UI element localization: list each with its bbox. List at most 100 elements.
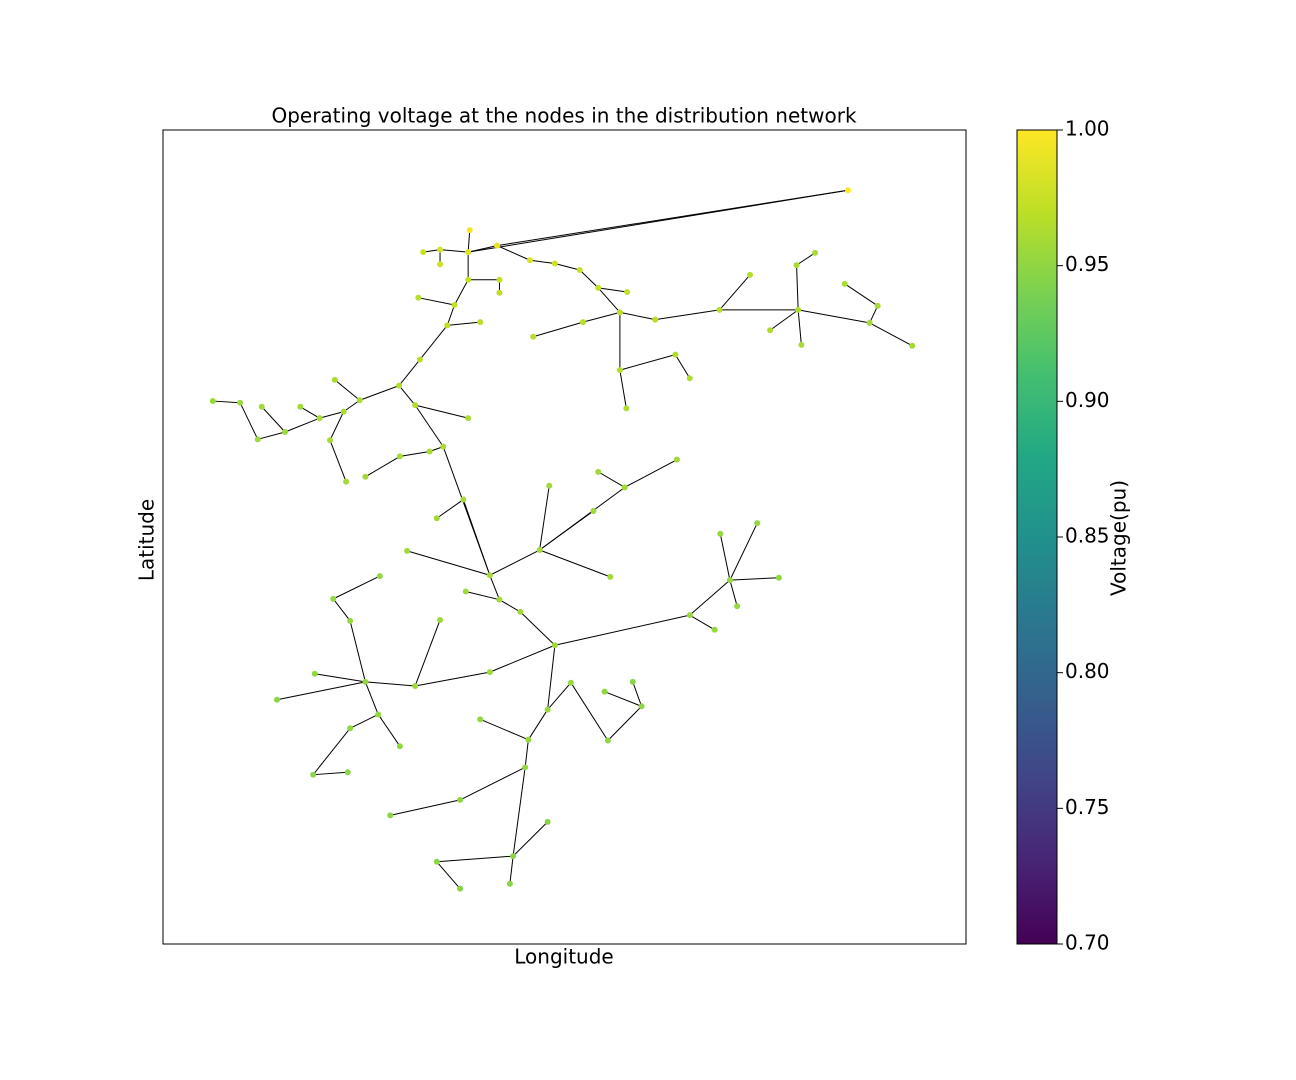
node <box>624 288 631 295</box>
edge <box>796 265 799 310</box>
node <box>841 280 848 287</box>
node <box>331 376 338 383</box>
edge <box>276 681 366 701</box>
colorbar-tick-label: 0.75 <box>1065 795 1110 819</box>
node <box>601 688 608 695</box>
node <box>716 306 723 313</box>
edge <box>377 714 401 747</box>
edge <box>436 855 514 863</box>
edge <box>399 451 430 457</box>
node <box>465 249 472 256</box>
node <box>536 547 543 554</box>
node <box>327 437 334 444</box>
edge <box>462 499 491 576</box>
edge <box>519 611 556 646</box>
edge <box>468 245 498 253</box>
node <box>526 257 533 264</box>
node <box>494 242 501 249</box>
edge <box>398 359 421 386</box>
edge <box>414 404 444 447</box>
edge <box>655 309 720 321</box>
node <box>420 249 427 256</box>
edge <box>729 580 738 607</box>
node <box>486 669 493 676</box>
edge <box>468 189 849 253</box>
y-axis-label: Latitude <box>135 499 159 581</box>
node <box>465 276 472 283</box>
edge <box>329 439 347 482</box>
edge <box>554 614 690 646</box>
node <box>673 456 680 463</box>
edge <box>349 620 366 683</box>
node <box>711 626 718 633</box>
node <box>506 880 513 887</box>
edge <box>284 417 320 433</box>
edge <box>447 321 481 326</box>
edge <box>719 533 731 581</box>
node <box>795 306 802 313</box>
node <box>437 617 444 624</box>
edge <box>312 727 351 775</box>
node <box>844 187 851 194</box>
edge <box>359 385 400 401</box>
edge <box>796 252 816 266</box>
edge <box>329 411 345 441</box>
edge <box>446 304 455 326</box>
edge <box>333 575 381 600</box>
node <box>517 608 524 615</box>
edge <box>365 681 416 687</box>
chart-title: Operating voltage at the nodes in the di… <box>271 104 856 128</box>
edge <box>496 245 531 261</box>
node <box>254 436 261 443</box>
node <box>496 276 503 283</box>
edge <box>539 510 594 551</box>
node <box>544 818 551 825</box>
node <box>874 302 881 309</box>
colorbar-tick-label: 0.85 <box>1065 524 1110 548</box>
node <box>544 706 551 713</box>
edge <box>619 354 676 371</box>
node <box>297 403 304 410</box>
node <box>416 356 423 363</box>
node <box>437 261 444 268</box>
node <box>344 769 351 776</box>
node <box>362 473 369 480</box>
edge <box>619 370 627 409</box>
node <box>412 682 419 689</box>
node <box>376 573 383 580</box>
edge <box>539 485 550 551</box>
node <box>457 796 464 803</box>
node <box>672 351 679 358</box>
nodes <box>209 187 916 892</box>
edge <box>349 714 379 729</box>
edge <box>598 287 628 293</box>
edge <box>869 322 913 347</box>
edge <box>390 799 461 816</box>
node <box>616 309 623 316</box>
edge <box>869 305 879 324</box>
node <box>754 520 761 527</box>
edge <box>415 404 469 419</box>
node <box>652 316 659 323</box>
node <box>340 408 347 415</box>
edge <box>769 309 799 331</box>
colorbar-tick-label: 0.90 <box>1065 388 1110 412</box>
edge <box>798 309 870 324</box>
node <box>466 227 473 234</box>
node <box>451 302 458 309</box>
edge <box>509 856 514 884</box>
node <box>909 342 916 349</box>
node <box>457 885 464 892</box>
node <box>444 322 451 329</box>
edge <box>465 591 500 601</box>
node <box>496 289 503 296</box>
plot-frame <box>162 129 967 945</box>
node <box>576 267 583 274</box>
node <box>433 858 440 865</box>
edge <box>547 682 572 710</box>
edge <box>797 309 802 345</box>
edge <box>529 259 555 264</box>
node <box>347 725 354 732</box>
